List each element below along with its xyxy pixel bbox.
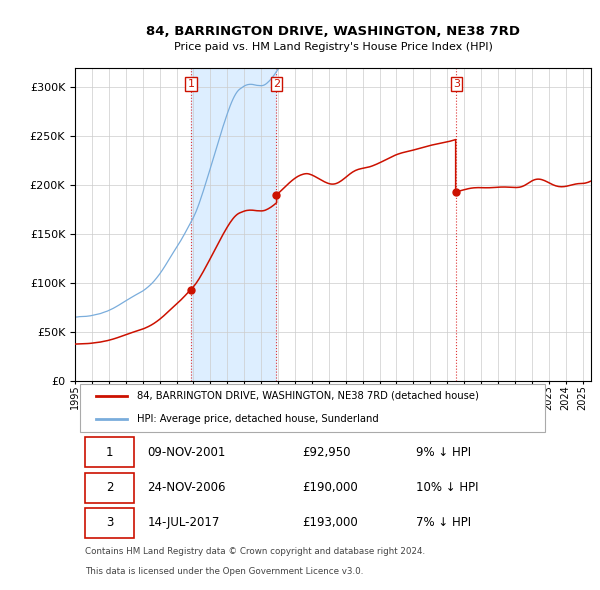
Text: 3: 3	[106, 516, 113, 529]
Text: Price paid vs. HM Land Registry's House Price Index (HPI): Price paid vs. HM Land Registry's House …	[173, 42, 493, 53]
FancyBboxPatch shape	[85, 437, 134, 467]
Text: 2: 2	[273, 79, 280, 89]
Text: HPI: Average price, detached house, Sunderland: HPI: Average price, detached house, Sund…	[137, 414, 379, 424]
Text: This data is licensed under the Open Government Licence v3.0.: This data is licensed under the Open Gov…	[85, 567, 364, 576]
Text: £92,950: £92,950	[302, 446, 350, 459]
Text: 84, BARRINGTON DRIVE, WASHINGTON, NE38 7RD (detached house): 84, BARRINGTON DRIVE, WASHINGTON, NE38 7…	[137, 391, 479, 401]
Text: £190,000: £190,000	[302, 481, 358, 494]
Text: 09-NOV-2001: 09-NOV-2001	[147, 446, 226, 459]
Text: 9% ↓ HPI: 9% ↓ HPI	[416, 446, 470, 459]
Text: 10% ↓ HPI: 10% ↓ HPI	[416, 481, 478, 494]
Bar	[191, 68, 277, 381]
Text: 2: 2	[106, 481, 113, 494]
FancyBboxPatch shape	[80, 384, 545, 432]
Text: £193,000: £193,000	[302, 516, 358, 529]
FancyBboxPatch shape	[85, 508, 134, 538]
Text: Contains HM Land Registry data © Crown copyright and database right 2024.: Contains HM Land Registry data © Crown c…	[85, 547, 425, 556]
Text: 1: 1	[106, 446, 113, 459]
Text: 14-JUL-2017: 14-JUL-2017	[147, 516, 220, 529]
Text: 84, BARRINGTON DRIVE, WASHINGTON, NE38 7RD: 84, BARRINGTON DRIVE, WASHINGTON, NE38 7…	[146, 25, 520, 38]
Text: 24-NOV-2006: 24-NOV-2006	[147, 481, 226, 494]
Text: 3: 3	[453, 79, 460, 89]
FancyBboxPatch shape	[85, 473, 134, 503]
Text: 1: 1	[188, 79, 194, 89]
Text: 7% ↓ HPI: 7% ↓ HPI	[416, 516, 470, 529]
